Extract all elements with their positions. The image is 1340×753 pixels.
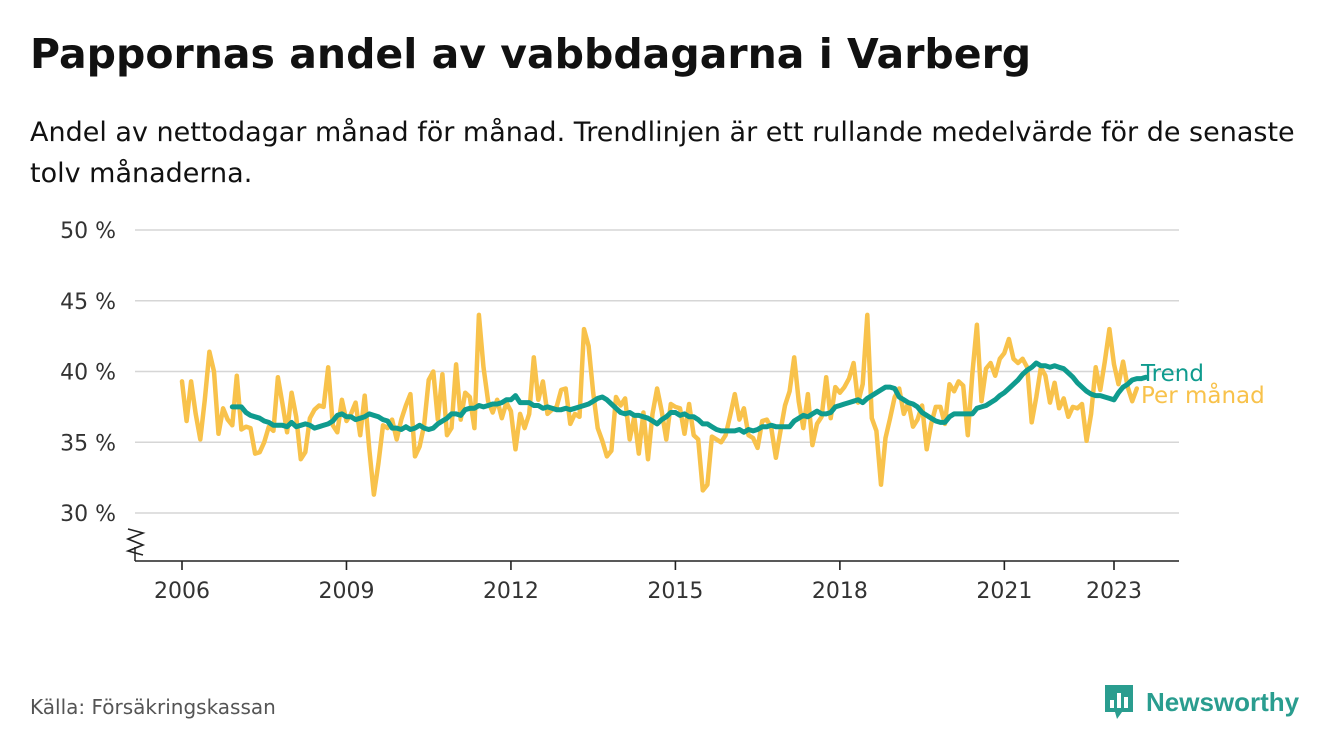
series <box>179 312 1149 497</box>
chart-subtitle: Andel av nettodagar månad för månad. Tre… <box>30 117 1295 189</box>
series-label-per-manad: Per månad <box>1141 381 1265 409</box>
y-tick-label: 40 % <box>60 361 116 386</box>
brand-name: Newsworthy <box>1146 686 1300 717</box>
x-tick-label: 2006 <box>154 579 210 604</box>
x-tick-label: 2018 <box>812 579 868 604</box>
x-tick-label: 2023 <box>1086 579 1142 604</box>
axis-break-icon <box>125 528 146 556</box>
gridlines <box>135 229 1179 514</box>
y-tick-label: 50 % <box>60 219 116 244</box>
series-line-per-manad <box>179 312 1140 497</box>
chart-title: Pappornas andel av vabbdagarna i Varberg <box>30 30 1032 78</box>
series-label-trend: Trend <box>1140 361 1204 387</box>
series-line-trend <box>229 360 1149 435</box>
x-tick-label: 2015 <box>647 579 703 604</box>
x-tick-label: 2009 <box>318 579 374 604</box>
x-tick-label: 2012 <box>483 579 539 604</box>
newsworthy-logo: Newsworthy <box>1102 682 1299 722</box>
source-note: Källa: Försäkringskassan <box>30 695 276 719</box>
y-tick-label: 30 % <box>60 502 116 527</box>
axes: 30 % 35 % 40 % 45 % 50 % 2006 2009 2012 2015 2018… <box>60 219 1179 604</box>
y-tick-label: 45 % <box>60 290 116 315</box>
y-tick-label: 35 % <box>60 431 116 456</box>
newsworthy-logo-icon <box>1105 685 1133 719</box>
x-tick-label: 2021 <box>976 579 1032 604</box>
